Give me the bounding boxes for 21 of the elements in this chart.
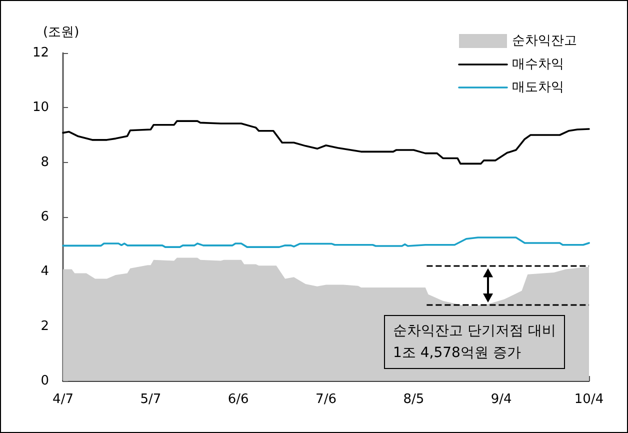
x-tick-label: 6/6 [228, 392, 249, 407]
x-tick-label: 10/4 [574, 392, 604, 407]
y-tick-label: 6 [40, 210, 49, 224]
x-tick-label: 9/4 [490, 392, 512, 407]
legend-label: 순차익잔고 [512, 34, 577, 48]
x-tick-label: 5/7 [140, 392, 162, 407]
x-tick-label: 4/7 [52, 392, 74, 407]
legend-label: 매도차익 [512, 80, 564, 95]
y-tick-label: 0 [40, 374, 49, 388]
x-tick-label: 8/5 [403, 392, 424, 407]
y-tick-label: 4 [40, 264, 49, 280]
line-series [62, 236, 590, 248]
x-tick-label: 7/6 [316, 392, 336, 407]
y-tick-label: 10 [32, 100, 49, 116]
y-tick-label: 12 [32, 46, 49, 60]
legend-label: 매수차익 [512, 57, 564, 72]
y-axis-title: (조원) [43, 25, 80, 40]
annotation: 순차익잔고 단기저점 대비 1조 4,578억원 증가 [384, 315, 565, 369]
y-tick-label: 8 [40, 154, 49, 170]
y-tick-label: 2 [40, 318, 49, 334]
line-series [62, 120, 590, 165]
